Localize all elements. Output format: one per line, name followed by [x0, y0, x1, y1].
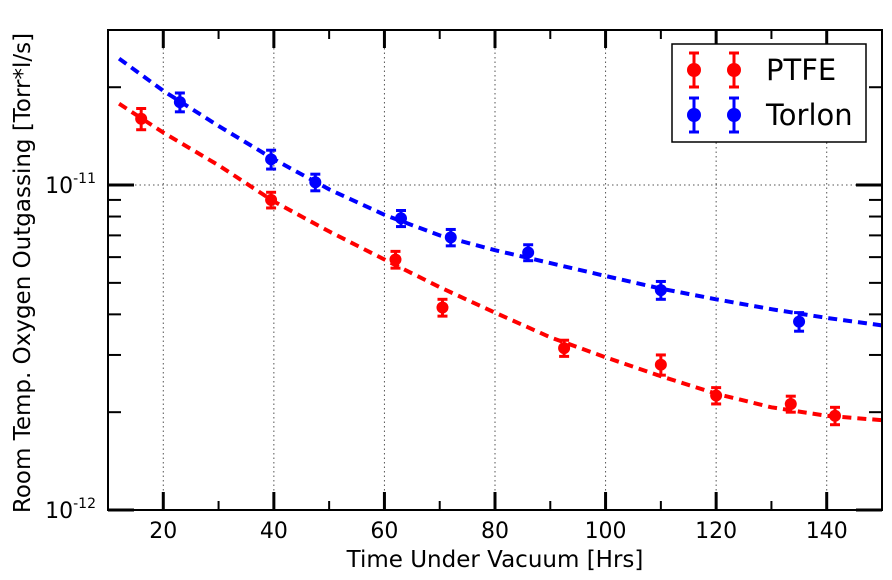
y-tick-exponent: -11 — [73, 171, 96, 187]
x-tick-label: 80 — [481, 519, 509, 544]
torlon-legend-marker — [687, 108, 701, 122]
torlon-data-point — [654, 284, 667, 297]
ptfe-legend-marker — [727, 63, 741, 77]
y-tick-exponent: -12 — [73, 496, 96, 512]
x-tick-label: 140 — [806, 519, 848, 544]
x-tick-label: 60 — [370, 519, 398, 544]
data-points — [135, 91, 842, 427]
x-tick-label: 20 — [149, 519, 177, 544]
torlon-data-point — [444, 231, 457, 244]
torlon-data-point — [793, 315, 806, 328]
legend-box — [671, 43, 867, 143]
y-tick-label: 10-11 — [45, 171, 96, 199]
ptfe-data-point — [829, 409, 842, 422]
plot-frame — [107, 29, 883, 511]
ptfe-data-point — [135, 112, 148, 125]
x-tick-label: 100 — [585, 519, 627, 544]
torlon-data-point — [395, 212, 408, 225]
x-axis-title: Time Under Vacuum [Hrs] — [346, 547, 644, 573]
ptfe-legend-label: PTFE — [766, 53, 836, 87]
torlon-fit-line — [117, 56, 883, 328]
y-tick-label: 10-12 — [45, 496, 96, 524]
torlon-data-point — [173, 96, 186, 109]
y-axis-title: Room Temp. Oxygen Outgassing [Torr*l/s] — [10, 33, 36, 513]
torlon-data-point — [265, 153, 278, 166]
grid — [108, 30, 882, 510]
ptfe-data-point — [436, 301, 449, 314]
y-tick-base: 10 — [45, 174, 73, 199]
fit-curves — [117, 56, 883, 423]
ptfe-data-point — [654, 358, 667, 371]
legend: PTFE Torlon — [671, 43, 867, 143]
ptfe-data-point — [389, 253, 402, 266]
torlon-legend-marker — [727, 108, 741, 122]
ptfe-data-point — [558, 342, 571, 355]
ptfe-data-point — [710, 389, 723, 402]
x-tick-label: 40 — [260, 519, 288, 544]
torlon-data-point — [309, 176, 322, 189]
ptfe-data-point — [784, 397, 797, 410]
y-tick-base: 10 — [45, 499, 73, 524]
ptfe-fit-line — [118, 102, 883, 423]
ptfe-data-point — [265, 193, 278, 206]
x-tick-label: 120 — [695, 519, 737, 544]
torlon-legend-label: Torlon — [765, 98, 853, 132]
ptfe-legend-marker — [687, 63, 701, 77]
torlon-data-point — [522, 246, 535, 259]
